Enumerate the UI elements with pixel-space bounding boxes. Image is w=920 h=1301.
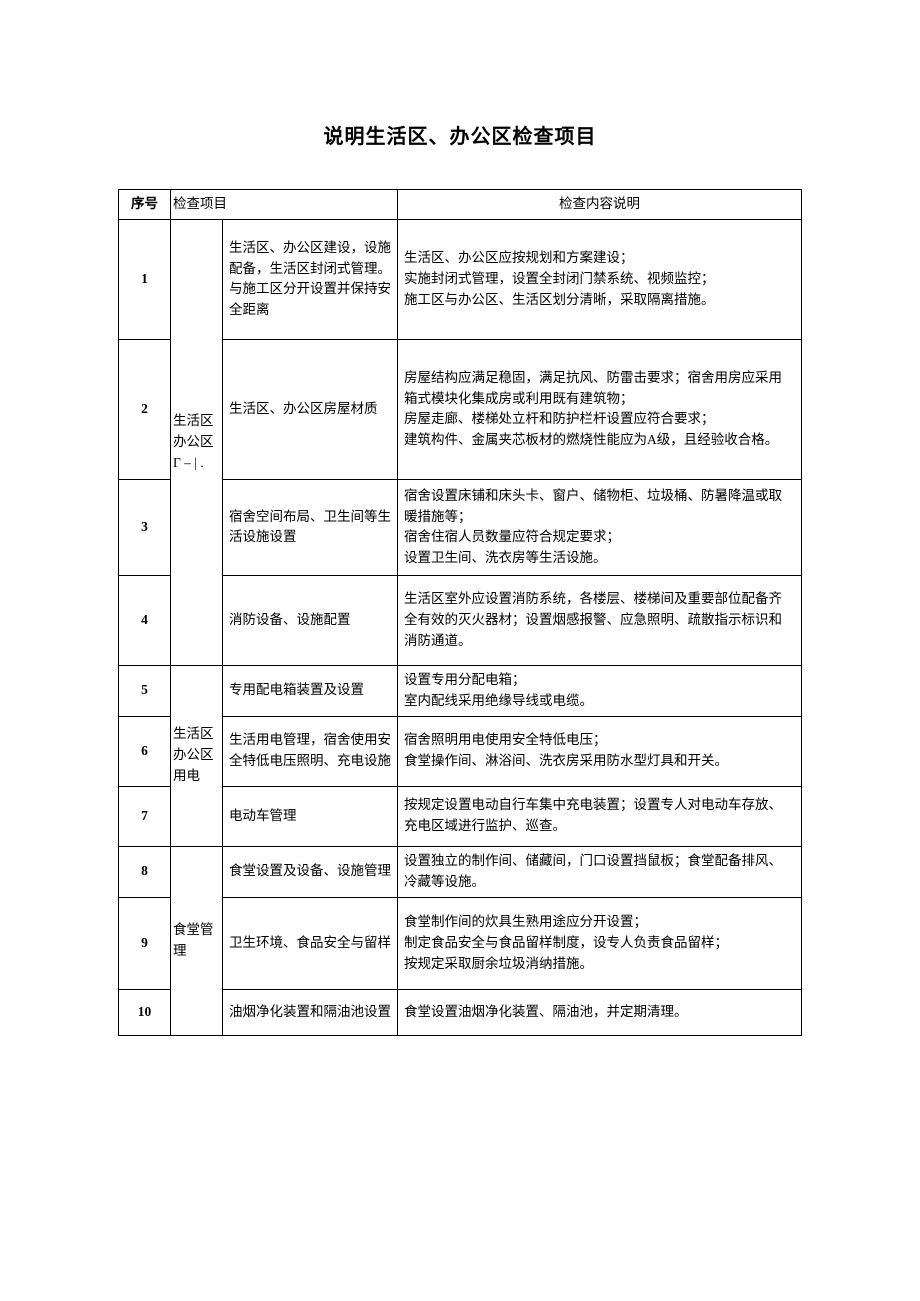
cell-item: 油烟净化装置和隔油池设置 [223,989,398,1035]
table-row: 1 生活区办公区 Γ – | . 生活区、办公区建设，设施配备，生活区封闭式管理… [119,219,802,339]
cell-desc: 生活区室外应设置消防系统，各楼层、楼梯间及重要部位配备齐全有效的灭火器材；设置烟… [398,575,802,665]
cell-item: 卫生环境、食品安全与留样 [223,897,398,989]
inspection-table: 序号 检查项目 检查内容说明 1 生活区办公区 Γ – | . 生活区、办公区建… [118,189,802,1036]
cell-item: 生活区、办公区建设，设施配备，生活区封闭式管理。与施工区分开设置并保持安全距离 [223,219,398,339]
header-seq: 序号 [119,190,171,220]
cell-desc: 设置专用分配电箱；室内配线采用绝缘导线或电缆。 [398,665,802,716]
cell-seq: 8 [119,846,171,897]
cell-item: 消防设备、设施配置 [223,575,398,665]
cell-seq: 4 [119,575,171,665]
cell-desc: 宿舍设置床铺和床头卡、窗户、储物柜、垃圾桶、防暑降温或取暖措施等；宿舍住宿人员数… [398,479,802,575]
cell-seq: 10 [119,989,171,1035]
cell-desc: 生活区、办公区应按规划和方案建设；实施封闭式管理，设置全封闭门禁系统、视频监控；… [398,219,802,339]
cell-desc: 房屋结构应满足稳固，满足抗风、防雷击要求；宿舍用房应采用箱式模块化集成房或利用既… [398,339,802,479]
cell-seq: 9 [119,897,171,989]
cell-desc: 设置独立的制作间、储藏间，门口设置挡鼠板；食堂配备排风、冷藏等设施。 [398,846,802,897]
cell-item: 专用配电箱装置及设置 [223,665,398,716]
header-item: 检查项目 [171,190,398,220]
cell-category: 生活区办公区 Γ – | . [171,219,223,665]
cell-desc: 按规定设置电动自行车集中充电装置；设置专人对电动车存放、充电区域进行监护、巡查。 [398,786,802,846]
cell-desc: 宿舍照明用电使用安全特低电压；食堂操作间、淋浴间、洗衣房采用防水型灯具和开关。 [398,716,802,786]
cell-category: 食堂管理 [171,846,223,1035]
cell-desc: 食堂制作间的炊具生熟用途应分开设置；制定食品安全与食品留样制度，设专人负责食品留… [398,897,802,989]
cell-seq: 1 [119,219,171,339]
table-row: 5 生活区办公区用电 专用配电箱装置及设置 设置专用分配电箱；室内配线采用绝缘导… [119,665,802,716]
header-desc: 检查内容说明 [398,190,802,220]
cell-seq: 6 [119,716,171,786]
table-row: 8 食堂管理 食堂设置及设备、设施管理 设置独立的制作间、储藏间，门口设置挡鼠板… [119,846,802,897]
cell-item: 食堂设置及设备、设施管理 [223,846,398,897]
cell-item: 宿舍空间布局、卫生间等生活设施设置 [223,479,398,575]
cell-item: 生活用电管理，宿舍使用安全特低电压照明、充电设施 [223,716,398,786]
cell-item: 生活区、办公区房屋材质 [223,339,398,479]
cell-seq: 2 [119,339,171,479]
cell-seq: 5 [119,665,171,716]
table-header-row: 序号 检查项目 检查内容说明 [119,190,802,220]
cell-seq: 7 [119,786,171,846]
cell-desc: 食堂设置油烟净化装置、隔油池，并定期清理。 [398,989,802,1035]
cell-category: 生活区办公区用电 [171,665,223,846]
cell-seq: 3 [119,479,171,575]
cell-item: 电动车管理 [223,786,398,846]
page-title: 说明生活区、办公区检查项目 [118,120,802,149]
